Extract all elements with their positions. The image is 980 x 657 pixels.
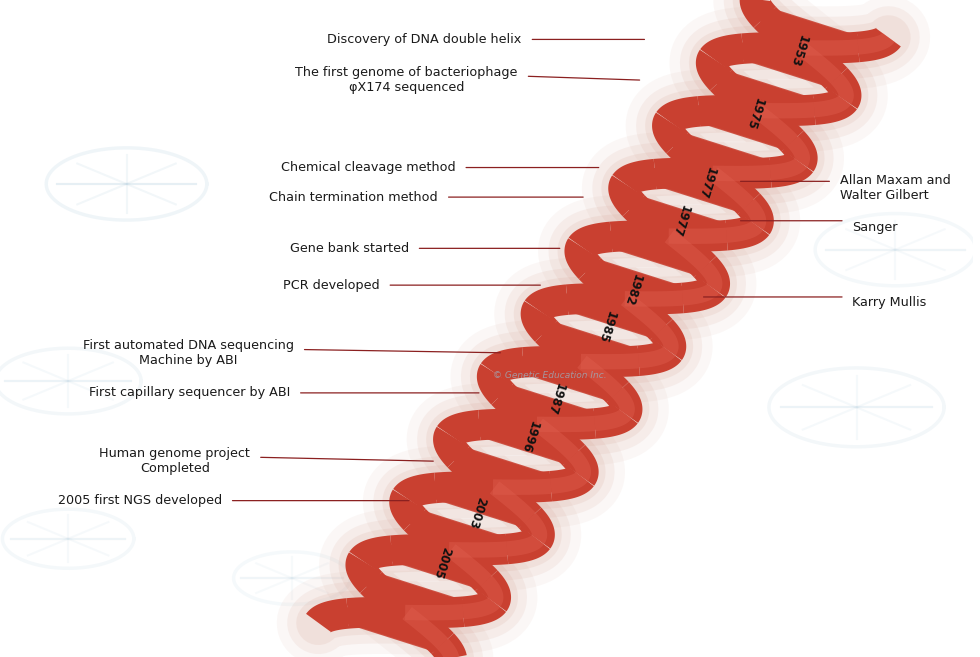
Text: 2005 first NGS developed: 2005 first NGS developed [58, 494, 221, 507]
Text: Discovery of DNA double helix: Discovery of DNA double helix [327, 33, 521, 46]
Text: 1977: 1977 [669, 203, 691, 238]
Text: Chain termination method: Chain termination method [270, 191, 438, 204]
Text: 1996: 1996 [517, 419, 540, 455]
Text: Chemical cleavage method: Chemical cleavage method [281, 161, 456, 174]
Text: Human genome project
Completed: Human genome project Completed [99, 447, 250, 475]
Text: Gene bank started: Gene bank started [290, 242, 409, 255]
Text: 1977: 1977 [695, 165, 717, 200]
Text: 1982: 1982 [620, 272, 643, 307]
Text: The first genome of bacteriophage
φX174 sequenced: The first genome of bacteriophage φX174 … [295, 66, 517, 94]
Text: Allan Maxam and
Walter Gilbert: Allan Maxam and Walter Gilbert [840, 174, 951, 202]
Text: Sanger: Sanger [852, 221, 897, 234]
Text: 1985: 1985 [595, 309, 616, 345]
Text: First automated DNA sequencing
Machine by ABI: First automated DNA sequencing Machine b… [83, 339, 294, 367]
Text: First capillary sequencer by ABI: First capillary sequencer by ABI [88, 386, 290, 399]
Text: 1975: 1975 [744, 96, 765, 131]
Text: Karry Mullis: Karry Mullis [852, 296, 926, 309]
Text: 2003: 2003 [466, 495, 487, 530]
Text: 1987: 1987 [544, 382, 566, 417]
Text: 2005: 2005 [430, 545, 453, 580]
Text: PCR developed: PCR developed [283, 279, 379, 292]
Text: © Genetic Education Inc.: © Genetic Education Inc. [493, 371, 607, 380]
Text: 1953: 1953 [787, 34, 809, 68]
